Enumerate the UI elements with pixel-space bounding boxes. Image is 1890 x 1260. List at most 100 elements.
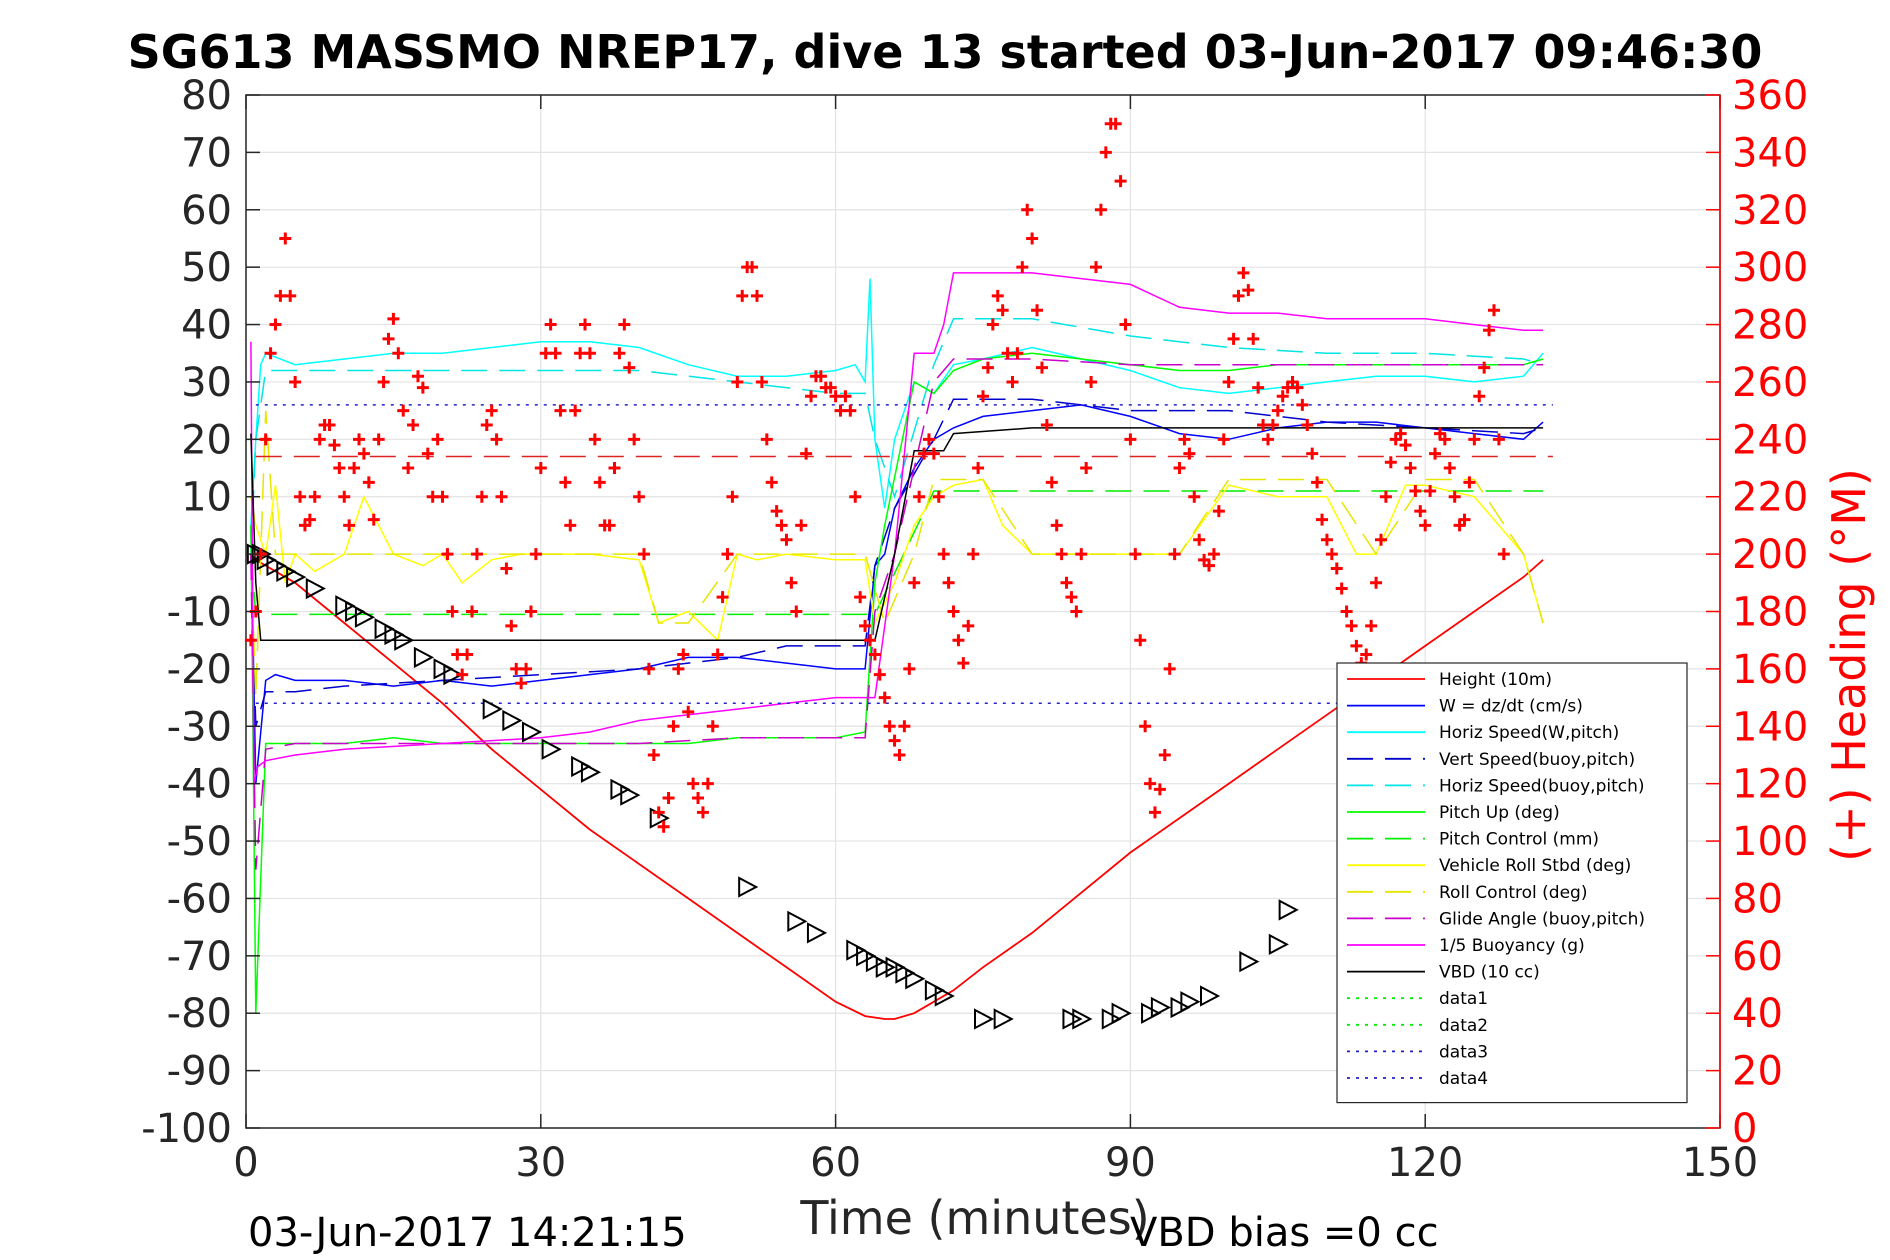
heading-marker (1168, 548, 1181, 561)
heading-marker (1384, 456, 1397, 469)
heading-marker (750, 289, 763, 302)
legend-box (1336, 662, 1688, 1104)
x-tick-label: 150 (1682, 1140, 1758, 1186)
heading-marker (1094, 203, 1107, 216)
heading-marker (942, 576, 955, 589)
legend-label: data4 (1439, 1069, 1488, 1089)
right-tick-label: 320 (1732, 188, 1808, 234)
heading-marker (1350, 639, 1363, 652)
heading-marker (1217, 433, 1230, 446)
heading-marker (367, 513, 380, 526)
legend-label: data1 (1439, 989, 1488, 1009)
heading-marker (564, 519, 577, 532)
heading-marker (888, 734, 901, 747)
heading-marker (1463, 476, 1476, 489)
heading-marker (1114, 175, 1127, 188)
heading-marker (1119, 318, 1132, 331)
heading-marker (1252, 381, 1265, 394)
heading-marker (569, 404, 582, 417)
heading-marker (480, 418, 493, 431)
heading-marker (981, 361, 994, 374)
right-tick-label: 120 (1732, 762, 1808, 808)
heading-marker (805, 390, 818, 403)
y-tick-label: -60 (167, 876, 232, 922)
y-tick-label: -70 (167, 934, 232, 980)
height-marker (502, 709, 523, 732)
height-marker (1062, 1008, 1083, 1030)
heading-marker (583, 347, 596, 360)
x-tick-label: 90 (1105, 1140, 1156, 1186)
height-marker (276, 560, 297, 582)
heading-marker (308, 490, 321, 503)
heading-marker (485, 404, 498, 417)
heading-marker (824, 381, 837, 394)
heading-marker (770, 505, 783, 518)
heading-marker (962, 619, 975, 632)
heading-marker (642, 662, 655, 675)
y-tick-label: -80 (167, 991, 232, 1037)
heading-marker (760, 433, 773, 446)
height-marker (1180, 991, 1201, 1013)
heading-marker (908, 576, 921, 589)
heading-marker (1483, 324, 1496, 337)
heading-marker (1345, 619, 1358, 632)
heading-marker (1374, 533, 1387, 546)
heading-marker (1276, 390, 1289, 403)
series-line-8 (250, 410, 1544, 698)
heading-marker (633, 490, 646, 503)
series-line-4 (250, 318, 1544, 555)
height-marker (394, 629, 415, 651)
height-marker (787, 910, 808, 933)
y-tick-label: 70 (181, 130, 232, 176)
heading-marker (348, 462, 361, 475)
heading-marker (957, 657, 970, 670)
heading-marker (387, 312, 400, 325)
heading-marker (765, 476, 778, 489)
heading-marker (1193, 533, 1206, 546)
heading-marker (711, 648, 724, 661)
heading-marker (1065, 591, 1078, 604)
heading-marker (652, 806, 665, 819)
height-marker (1239, 950, 1260, 973)
right-tick-label: 180 (1732, 590, 1808, 636)
heading-marker (1178, 433, 1191, 446)
heading-marker (672, 662, 685, 675)
heading-marker (1487, 304, 1500, 317)
height-marker (1278, 899, 1299, 921)
heading-marker (411, 370, 424, 383)
heading-marker (377, 375, 390, 388)
right-tick-label: 40 (1732, 991, 1783, 1037)
heading-marker (1266, 418, 1279, 431)
heading-marker (883, 720, 896, 733)
heading-marker (775, 519, 788, 532)
heading-marker (893, 748, 906, 761)
legend-label: Vehicle Roll Stbd (deg) (1439, 856, 1631, 876)
heading-marker (628, 433, 641, 446)
y-tick-label: -40 (167, 762, 232, 808)
heading-marker (937, 548, 950, 561)
heading-marker (706, 720, 719, 733)
heading-marker (1316, 513, 1329, 526)
heading-marker (1134, 634, 1147, 647)
height-marker (384, 623, 405, 646)
heading-marker (279, 232, 292, 245)
heading-marker (1478, 361, 1491, 374)
y-tick-label: 0 (207, 532, 232, 578)
heading-marker (1129, 548, 1142, 561)
heading-marker (952, 634, 965, 647)
y-tick-label: 10 (181, 475, 232, 521)
height-marker (885, 956, 906, 978)
heading-marker (844, 404, 857, 417)
heading-marker (1473, 390, 1486, 403)
heading-marker (1340, 605, 1353, 618)
heading-marker (1291, 381, 1304, 394)
series-layer (245, 118, 1555, 1030)
y-tick-label: 80 (181, 73, 232, 119)
height-marker (443, 663, 464, 686)
heading-marker (868, 648, 881, 661)
heading-marker (1247, 332, 1260, 345)
heading-marker (1320, 533, 1333, 546)
legend-label: Pitch Up (deg) (1439, 803, 1560, 823)
heading-marker (986, 318, 999, 331)
heading-marker (696, 806, 709, 819)
